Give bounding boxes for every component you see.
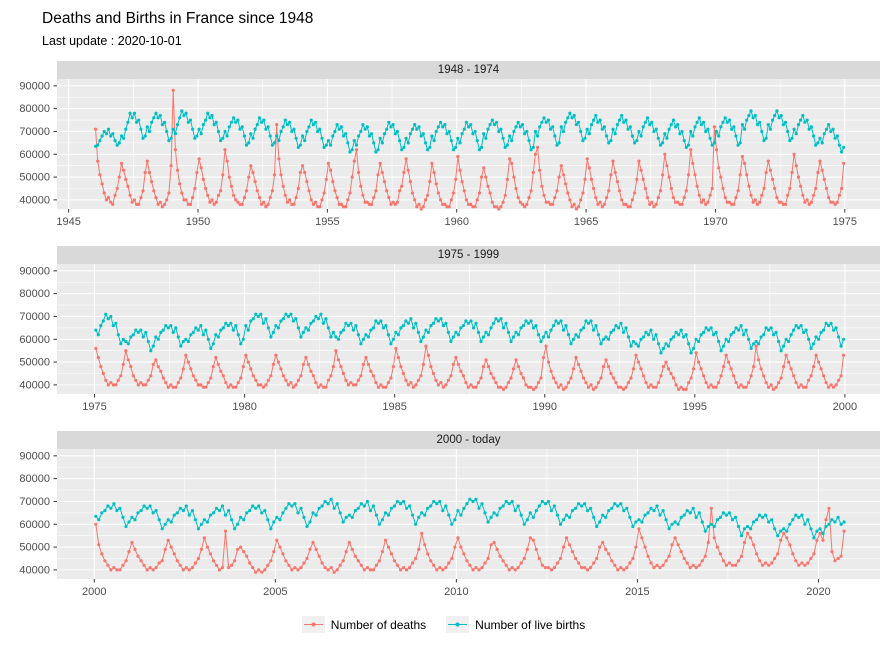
- x-tick-label: 1975: [82, 401, 106, 413]
- y-tick-label: 60000: [19, 519, 50, 531]
- facet-1948-1974: 1948 - 1974 40000 50000 60000 70000 80000 900…: [0, 61, 887, 231]
- y-tick-label: 50000: [19, 542, 50, 554]
- facet-plot-2: 40000 50000 60000 70000 80000 90000 1975 1980 19…: [0, 264, 887, 416]
- births-points: [94, 109, 846, 154]
- x-tick-label: 1985: [382, 401, 406, 413]
- x-tick-label: 2000: [833, 401, 857, 413]
- legend-item-births: Number of live births: [446, 616, 585, 633]
- ggplot-chart: Deaths and Births in France since 1948 L…: [0, 10, 887, 633]
- x-tick-label: 1945: [56, 216, 80, 228]
- legend-key-births-icon: [446, 616, 470, 633]
- y-tick-label: 40000: [19, 379, 50, 391]
- x-tick-label: 1995: [683, 401, 707, 413]
- deaths-points: [94, 506, 846, 574]
- y-tick-label: 70000: [19, 496, 50, 508]
- births-points: [94, 497, 846, 540]
- facet-strip-1: 1948 - 1974: [57, 61, 880, 79]
- legend-label-deaths: Number of deaths: [330, 617, 427, 632]
- x-tick-label: 1980: [232, 401, 256, 413]
- panel-canvas: 40000 50000 60000 70000 80000 90000 2000 2005 20…: [19, 449, 880, 598]
- births-points: [94, 312, 846, 355]
- y-tick-label: 60000: [19, 334, 50, 346]
- y-tick-label: 90000: [19, 265, 50, 277]
- facet-plot-1: 40000 50000 60000 70000 80000 90000 1945 1950 19…: [0, 79, 887, 231]
- y-tick-label: 80000: [19, 288, 50, 300]
- y-tick-label: 80000: [19, 103, 50, 115]
- legend-key-deaths-icon: [301, 616, 325, 633]
- chart-title: Deaths and Births in France since 1948: [42, 10, 314, 27]
- facet-panels: 1948 - 1974 40000 50000 60000 70000 80000 900…: [0, 61, 887, 601]
- y-tick-label: 70000: [19, 126, 50, 138]
- facet-1975-1999: 1975 - 1999 40000 50000 60000 70000 80000 900…: [0, 246, 887, 416]
- x-tick-label: 2015: [625, 586, 649, 598]
- legend: Number of deaths Number of live births: [0, 616, 887, 633]
- x-tick-label: 2010: [444, 586, 468, 598]
- y-tick-label: 40000: [19, 564, 50, 576]
- facet-plot-3: 40000 50000 60000 70000 80000 90000 2000 2005 20…: [0, 449, 887, 601]
- x-tick-label: 1955: [315, 216, 339, 228]
- y-tick-label: 50000: [19, 357, 50, 369]
- deaths-points: [94, 344, 846, 391]
- y-tick-label: 50000: [19, 172, 50, 184]
- x-tick-label: 1990: [532, 401, 556, 413]
- x-tick-label: 2005: [263, 586, 287, 598]
- x-tick-label: 1950: [186, 216, 210, 228]
- y-tick-label: 60000: [19, 149, 50, 161]
- x-tick-label: 2020: [806, 586, 830, 598]
- y-tick-label: 40000: [19, 194, 50, 206]
- x-tick-label: 2000: [82, 586, 106, 598]
- y-tick-label: 90000: [19, 80, 50, 92]
- legend-item-deaths: Number of deaths: [301, 616, 427, 633]
- panel-canvas: 40000 50000 60000 70000 80000 90000 1975 1980 19…: [19, 264, 880, 413]
- x-tick-label: 1975: [833, 216, 857, 228]
- x-tick-label: 1965: [574, 216, 598, 228]
- x-tick-label: 1960: [444, 216, 468, 228]
- y-tick-label: 80000: [19, 473, 50, 485]
- legend-label-births: Number of live births: [475, 617, 586, 632]
- x-tick-label: 1970: [703, 216, 727, 228]
- deaths-points: [94, 88, 846, 211]
- y-tick-label: 70000: [19, 311, 50, 323]
- facet-2000-today: 2000 - today 40000 50000 60000 70000 80000 90…: [0, 431, 887, 601]
- facet-strip-2: 1975 - 1999: [57, 246, 880, 264]
- chart-subtitle: Last update : 2020-10-01: [42, 34, 182, 48]
- panel-canvas: 40000 50000 60000 70000 80000 90000 1945 1950 19…: [19, 79, 880, 228]
- facet-strip-3: 2000 - today: [57, 431, 880, 449]
- y-tick-label: 90000: [19, 450, 50, 462]
